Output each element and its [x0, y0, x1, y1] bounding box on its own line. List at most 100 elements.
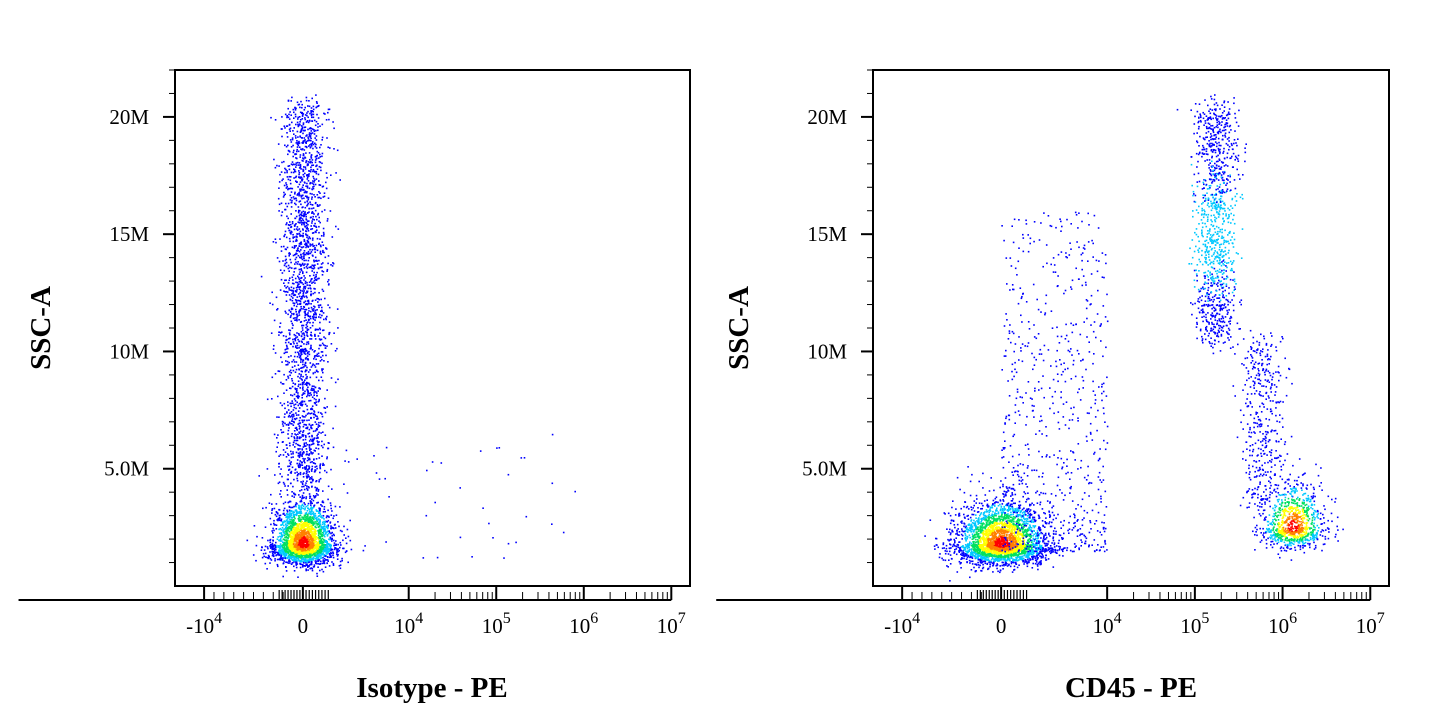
- event-dot: [336, 548, 339, 550]
- event-dot: [288, 332, 291, 334]
- event-dot: [282, 553, 285, 556]
- event-dot: [288, 506, 291, 508]
- event-dot: [283, 550, 285, 552]
- event-dot: [311, 498, 313, 500]
- event-dot: [305, 533, 308, 535]
- event-dot: [315, 376, 318, 379]
- event-dot: [318, 431, 320, 434]
- event-dot: [314, 371, 316, 374]
- event-dot: [308, 284, 310, 287]
- event-dot: [306, 281, 308, 284]
- event-dot: [324, 548, 326, 550]
- event-dot: [289, 343, 292, 345]
- event-dot: [471, 556, 473, 558]
- event-dot: [292, 163, 295, 165]
- event-dot: [312, 499, 315, 502]
- event-dot: [302, 246, 305, 248]
- event-dot: [311, 569, 314, 572]
- event-dot: [1001, 513, 1003, 516]
- event-dot: [272, 527, 274, 530]
- event-dot: [300, 481, 302, 483]
- event-dot: [304, 379, 306, 381]
- event-dot: [319, 552, 322, 554]
- event-dot: [298, 228, 301, 230]
- event-dot: [310, 160, 312, 163]
- event-dot: [300, 196, 303, 198]
- event-dot: [282, 529, 284, 532]
- event-dot: [327, 543, 330, 545]
- event-dot: [285, 535, 288, 538]
- event-dot: [310, 548, 313, 551]
- event-dot: [296, 101, 299, 104]
- event-dot: [317, 566, 319, 568]
- event-dot: [310, 524, 312, 527]
- event-dot: [299, 188, 301, 191]
- event-dot: [298, 250, 301, 253]
- event-dot: [297, 544, 300, 546]
- event-dot: [278, 455, 280, 457]
- event-dot: [294, 217, 297, 220]
- event-dot: [328, 538, 330, 541]
- event-dot: [289, 299, 292, 301]
- event-dot: [269, 541, 272, 544]
- event-dot: [323, 528, 326, 530]
- event-dot: [311, 476, 313, 478]
- event-dot: [296, 342, 298, 345]
- event-dot: [336, 149, 339, 152]
- event-dot: [298, 309, 301, 312]
- event-dot: [333, 524, 336, 526]
- event-dot: [312, 267, 315, 270]
- event-dot: [308, 447, 311, 449]
- event-dot: [300, 243, 303, 245]
- event-dot: [314, 537, 316, 540]
- event-dot: [285, 553, 288, 555]
- event-dot: [311, 526, 314, 529]
- event-dot: [295, 107, 297, 110]
- event-dot: [335, 225, 337, 228]
- event-dot: [281, 211, 284, 213]
- event-dot: [302, 348, 305, 351]
- event-dot: [327, 546, 329, 548]
- event-dot: [280, 555, 283, 558]
- event-dot: [272, 551, 275, 554]
- event-dot: [306, 538, 308, 541]
- event-dot: [303, 306, 306, 308]
- event-dot: [322, 462, 324, 465]
- event-dot: [278, 528, 280, 531]
- event-dot: [308, 516, 311, 519]
- event-dot: [294, 223, 296, 226]
- event-dot: [300, 352, 302, 354]
- event-dot: [284, 171, 286, 174]
- event-dot: [294, 531, 296, 533]
- event-dot: [266, 398, 269, 401]
- event-dot: [311, 142, 314, 145]
- event-dot: [314, 156, 317, 158]
- event-dot: [308, 508, 310, 511]
- event-dot: [301, 539, 303, 541]
- event-dot: [294, 290, 297, 292]
- event-dot: [311, 516, 314, 518]
- event-dot: [291, 402, 294, 404]
- event-dot: [302, 480, 304, 483]
- event-dot: [322, 464, 324, 466]
- event-dot: [285, 444, 288, 446]
- event-dot: [311, 485, 313, 488]
- event-dot: [289, 374, 291, 377]
- event-dot: [308, 520, 310, 522]
- event-dot: [303, 485, 305, 488]
- event-dot: [300, 359, 302, 361]
- event-dot: [288, 414, 291, 417]
- event-dot: [317, 196, 319, 199]
- event-dot: [316, 355, 319, 357]
- event-dot: [321, 152, 324, 155]
- event-dot: [313, 389, 315, 392]
- event-dot: [323, 561, 325, 563]
- event-dot: [300, 222, 302, 224]
- event-dot: [304, 117, 306, 119]
- event-dot: [378, 478, 381, 480]
- event-dot: [307, 314, 309, 317]
- event-dot: [320, 421, 322, 424]
- event-dot: [301, 541, 303, 543]
- event-dot: [302, 142, 304, 144]
